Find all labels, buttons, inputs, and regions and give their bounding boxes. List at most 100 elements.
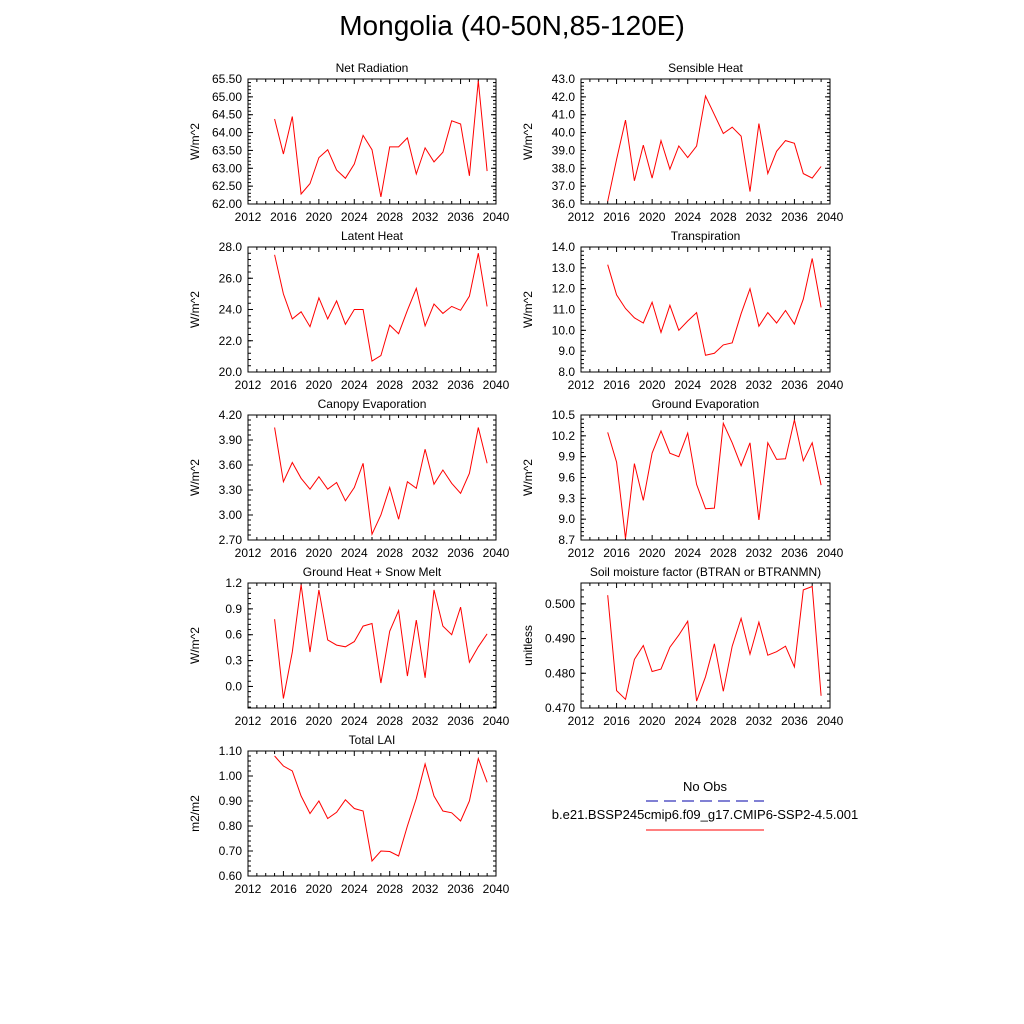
y-tick-label: 9.6 xyxy=(558,471,575,485)
y-tick-label: 0.90 xyxy=(219,794,243,808)
panel-title: Canopy Evaporation xyxy=(318,397,427,411)
x-tick-label: 2024 xyxy=(674,714,701,728)
y-tick-label: 3.60 xyxy=(219,458,243,472)
y-tick-label: 2.70 xyxy=(219,533,243,547)
y-tick-label: 37.0 xyxy=(552,179,576,193)
y-axis-label: W/m^2 xyxy=(521,291,535,328)
x-tick-label: 2020 xyxy=(306,378,333,392)
main-title: Mongolia (40-50N,85-120E) xyxy=(339,10,685,41)
legend: No Obs b.e21.BSSP245cmip6.f09_g17.CMIP6-… xyxy=(552,779,858,831)
y-tick-label: 0.500 xyxy=(545,597,575,611)
x-tick-label: 2020 xyxy=(639,714,666,728)
plot-frame xyxy=(247,750,497,877)
chart-panel-1: Net Radiation W/m^2 2012 2016 2020 2024 2028 20… xyxy=(188,61,510,224)
x-tick-label: 2028 xyxy=(376,546,403,560)
y-tick-label: 0.9 xyxy=(225,602,242,616)
series-line xyxy=(607,94,822,202)
x-tick-label: 2012 xyxy=(568,378,595,392)
y-axis-label: W/m^2 xyxy=(521,459,535,496)
y-tick-label: 11.0 xyxy=(553,303,576,317)
y-tick-label: 3.30 xyxy=(219,483,243,497)
x-tick-label: 2028 xyxy=(710,546,737,560)
x-tick-label: 2012 xyxy=(235,882,262,896)
x-tick-label: 2024 xyxy=(674,378,701,392)
x-tick-label: 2024 xyxy=(341,210,368,224)
series-line xyxy=(274,80,488,197)
panel-title: Transpiration xyxy=(671,229,741,243)
x-tick-label: 2036 xyxy=(781,714,808,728)
x-tick-label: 2032 xyxy=(746,210,773,224)
x-tick-label: 2020 xyxy=(306,714,333,728)
panel-title: Soil moisture factor (BTRAN or BTRANMN) xyxy=(590,565,821,579)
x-tick-label: 2016 xyxy=(270,546,297,560)
x-tick-label: 2016 xyxy=(270,210,297,224)
x-tick-label: 2024 xyxy=(674,546,701,560)
x-tick-label: 2032 xyxy=(412,714,439,728)
x-tick-label: 2012 xyxy=(568,210,595,224)
y-axis-label: W/m^2 xyxy=(188,459,202,496)
y-tick-label: 0.0 xyxy=(225,679,242,693)
y-tick-label: 41.0 xyxy=(552,108,576,122)
x-tick-label: 2016 xyxy=(603,210,630,224)
x-tick-label: 2036 xyxy=(447,210,474,224)
y-tick-label: 12.0 xyxy=(552,282,576,296)
y-tick-label: 65.00 xyxy=(212,90,242,104)
panel-title: Total LAI xyxy=(349,733,396,747)
x-tick-label: 2024 xyxy=(341,882,368,896)
y-tick-label: 0.6 xyxy=(225,628,242,642)
y-axis-label: unitless xyxy=(521,625,535,666)
x-tick-label: 2032 xyxy=(746,714,773,728)
x-tick-label: 2024 xyxy=(341,714,368,728)
chart-panel-4: Transpiration W/m^2 2012 2016 2020 2024 2028 20… xyxy=(521,229,844,392)
y-tick-label: 63.50 xyxy=(212,143,242,157)
y-tick-label: 1.10 xyxy=(219,744,243,758)
x-tick-label: 2036 xyxy=(781,546,808,560)
y-tick-label: 10.0 xyxy=(552,323,576,337)
y-tick-label: 4.20 xyxy=(219,408,243,422)
chart-panel-5: Canopy Evaporation W/m^2 2012 2016 2020 2024 2… xyxy=(188,397,510,560)
y-tick-label: 0.470 xyxy=(545,701,575,715)
chart-panel-3: Latent Heat W/m^2 2012 2016 2020 2024 2028 2032… xyxy=(188,229,510,392)
y-tick-label: 43.0 xyxy=(552,72,576,86)
y-axis-label: m2/m2 xyxy=(188,795,202,832)
y-tick-label: 0.490 xyxy=(545,632,575,646)
y-tick-label: 0.480 xyxy=(545,666,575,680)
y-tick-label: 1.00 xyxy=(219,769,243,783)
x-tick-label: 2012 xyxy=(235,546,262,560)
chart-panel-7: Ground Heat + Snow Melt W/m^2 2012 2016 2020… xyxy=(188,565,510,728)
y-tick-label: 13.0 xyxy=(552,261,576,275)
y-tick-label: 9.0 xyxy=(558,344,575,358)
y-axis-label: W/m^2 xyxy=(188,291,202,328)
series-line xyxy=(274,253,488,362)
x-tick-label: 2020 xyxy=(306,882,333,896)
x-tick-label: 2024 xyxy=(341,378,368,392)
x-tick-label: 2032 xyxy=(746,378,773,392)
y-tick-label: 0.70 xyxy=(219,844,243,858)
y-tick-label: 64.50 xyxy=(212,108,242,122)
x-tick-label: 2032 xyxy=(412,210,439,224)
y-axis-label: W/m^2 xyxy=(188,123,202,160)
plot-frame xyxy=(580,582,831,709)
legend-model-label: b.e21.BSSP245cmip6.f09_g17.CMIP6-SSP2-4.… xyxy=(552,807,858,822)
y-tick-label: 20.0 xyxy=(219,365,243,379)
y-tick-label: 0.3 xyxy=(225,654,242,668)
panel-title: Ground Heat + Snow Melt xyxy=(303,565,442,579)
x-tick-label: 2032 xyxy=(412,546,439,560)
x-tick-label: 2020 xyxy=(639,378,666,392)
y-tick-label: 0.60 xyxy=(219,869,243,883)
x-tick-label: 2032 xyxy=(746,546,773,560)
series-line xyxy=(274,427,488,536)
y-tick-label: 62.50 xyxy=(212,179,242,193)
x-tick-label: 2036 xyxy=(447,378,474,392)
x-tick-label: 2024 xyxy=(341,546,368,560)
y-tick-label: 1.2 xyxy=(225,576,242,590)
x-tick-label: 2016 xyxy=(603,546,630,560)
x-tick-label: 2020 xyxy=(306,210,333,224)
y-tick-label: 26.0 xyxy=(219,271,243,285)
y-tick-label: 38.0 xyxy=(552,161,576,175)
y-axis-label: W/m^2 xyxy=(188,627,202,664)
x-tick-label: 2040 xyxy=(817,714,844,728)
x-tick-label: 2032 xyxy=(412,378,439,392)
y-tick-label: 8.0 xyxy=(558,365,575,379)
y-tick-label: 39.0 xyxy=(552,143,576,157)
